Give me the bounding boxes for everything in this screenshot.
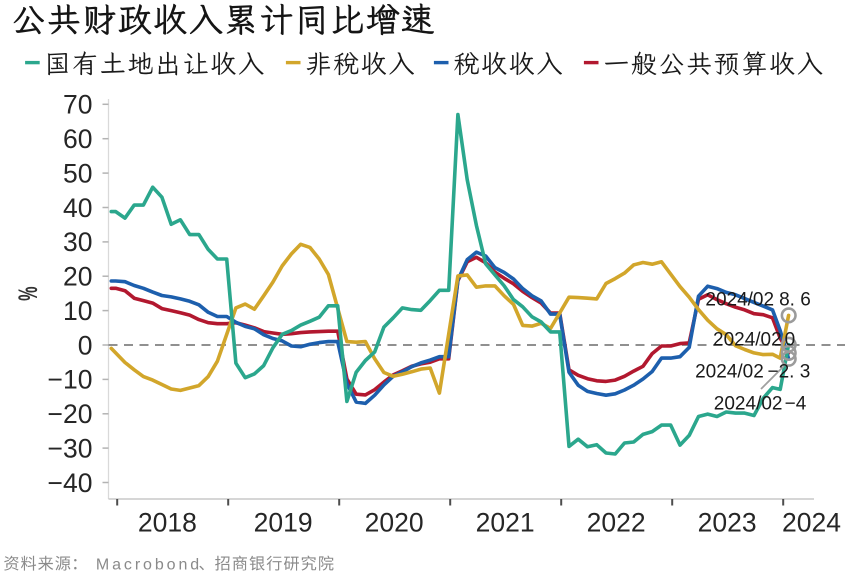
svg-text:50: 50 — [63, 158, 92, 188]
svg-text:40: 40 — [63, 193, 92, 223]
svg-text:0: 0 — [785, 330, 796, 351]
svg-text:−20: −20 — [48, 399, 93, 429]
svg-text:30: 30 — [63, 227, 92, 257]
svg-text:%: % — [13, 286, 43, 301]
svg-text:10: 10 — [63, 296, 92, 326]
svg-text:2021: 2021 — [476, 508, 535, 538]
svg-text:2019: 2019 — [254, 508, 313, 538]
svg-text:70: 70 — [63, 90, 92, 120]
svg-text:2024: 2024 — [782, 508, 841, 538]
svg-text:2024/02: 2024/02 — [713, 330, 782, 351]
svg-text:−4: −4 — [785, 394, 807, 415]
svg-text:−2. 3: −2. 3 — [768, 362, 811, 383]
svg-text:−30: −30 — [48, 433, 93, 463]
svg-text:−40: −40 — [48, 468, 93, 498]
svg-text:2024/02: 2024/02 — [695, 362, 764, 383]
svg-text:60: 60 — [63, 124, 92, 154]
svg-text:2024/02: 2024/02 — [714, 394, 783, 415]
svg-text:20: 20 — [63, 262, 92, 292]
svg-text:−10: −10 — [48, 365, 93, 395]
svg-text:2018: 2018 — [138, 508, 197, 538]
svg-text:2020: 2020 — [365, 508, 424, 538]
svg-text:2024/02: 2024/02 — [705, 290, 774, 311]
svg-text:Macrobond: Macrobond — [96, 556, 202, 573]
svg-text:0: 0 — [78, 330, 93, 360]
svg-text:2022: 2022 — [587, 508, 646, 538]
svg-text:2023: 2023 — [698, 508, 757, 538]
svg-text:8. 6: 8. 6 — [779, 290, 811, 311]
